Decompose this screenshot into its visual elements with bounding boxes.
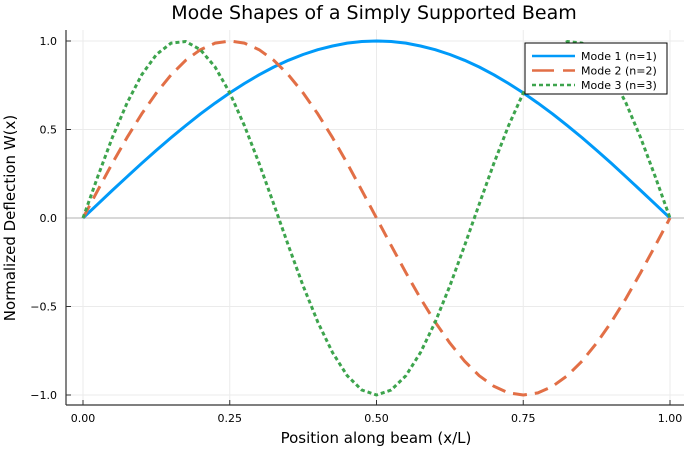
- x-tick-label: 0.00: [71, 412, 96, 425]
- y-tick-label: −0.5: [30, 301, 57, 314]
- x-tick-label: 1.00: [658, 412, 683, 425]
- x-tick-label: 0.50: [364, 412, 389, 425]
- legend-label-mode-1: Mode 1 (n=1): [581, 50, 657, 63]
- y-tick-label: 0.0: [40, 212, 58, 225]
- y-tick-label: 0.5: [40, 124, 58, 137]
- y-tick-label: −1.0: [30, 389, 57, 402]
- y-tick-label: 1.0: [40, 35, 58, 48]
- series-line-mode-1: [81, 39, 672, 220]
- chart-title: Mode Shapes of a Simply Supported Beam: [171, 2, 577, 24]
- ticks: 0.00 0.25 0.50 0.75 1.00 −1.0 −0.5 0.0 0.5 1.0: [30, 35, 682, 425]
- x-tick-label: 0.75: [511, 412, 536, 425]
- series-line-mode-3: [81, 40, 672, 397]
- series-line-mode-2: [81, 39, 672, 397]
- x-tick-label: 0.25: [218, 412, 243, 425]
- y-axis-label: Normalized Deflection W(x): [1, 115, 19, 321]
- x-axis-label: Position along beam (x/L): [281, 429, 472, 447]
- legend-label-mode-3: Mode 3 (n=3): [581, 79, 657, 92]
- series-lines: [81, 39, 672, 397]
- legend-label-mode-2: Mode 2 (n=2): [581, 65, 657, 78]
- legend: Mode 1 (n=1) Mode 2 (n=2)Mode 3 (n=3): [524, 42, 668, 95]
